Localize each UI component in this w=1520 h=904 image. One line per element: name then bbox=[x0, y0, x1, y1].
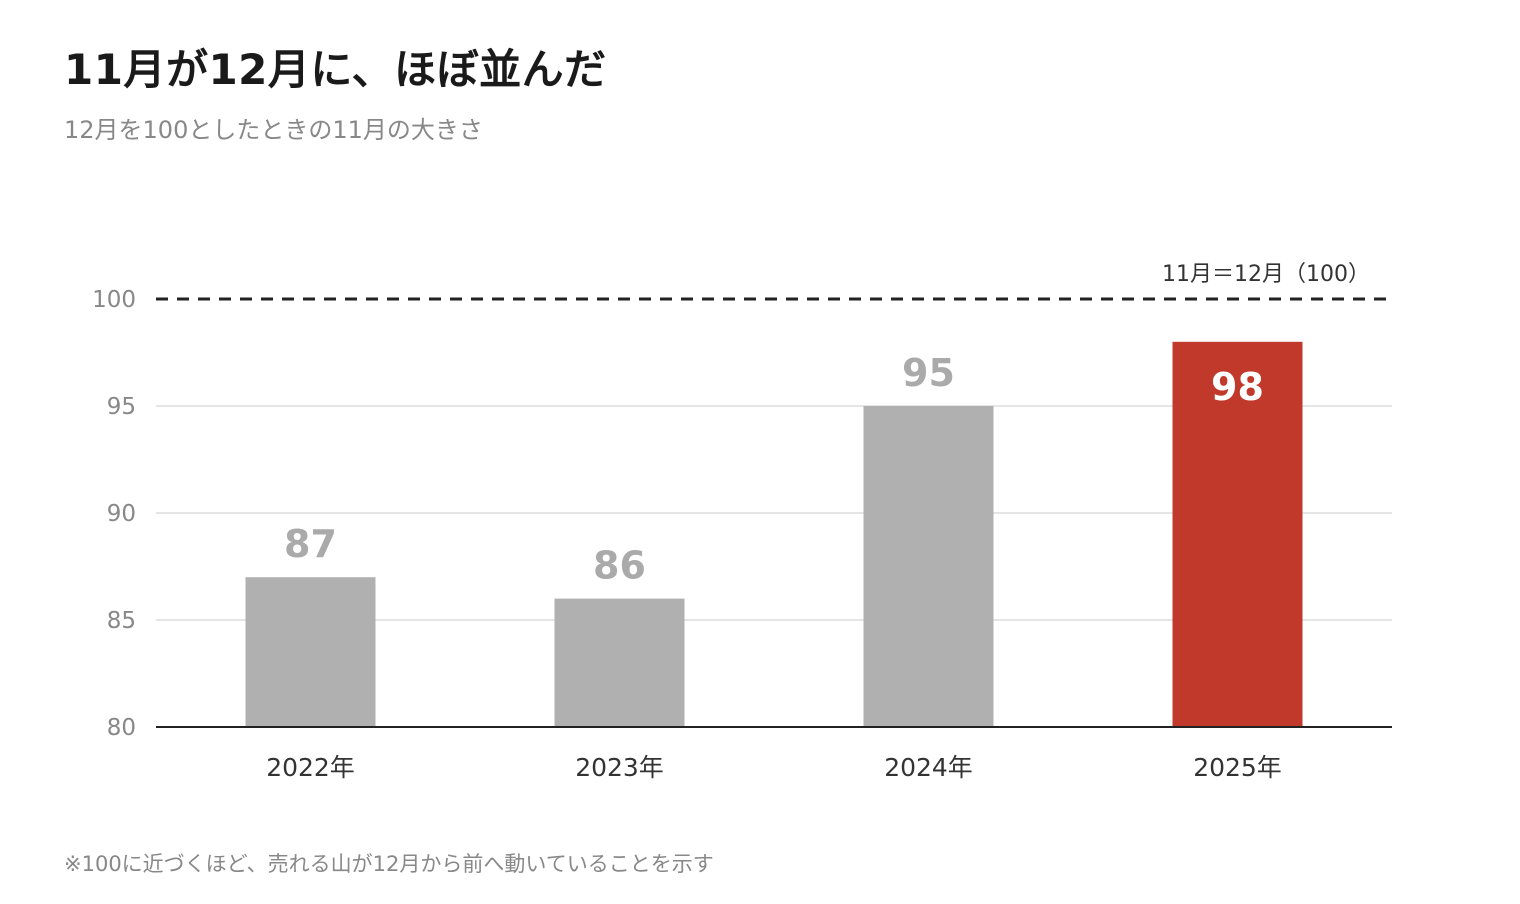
y-tick-label-90: 90 bbox=[107, 501, 136, 527]
chart-title: 11月が12月に、ほぼ並んだ bbox=[64, 45, 607, 94]
y-tick-label-100: 100 bbox=[92, 287, 136, 313]
value-label-1: 87 bbox=[284, 522, 337, 566]
bar-4 bbox=[1172, 341, 1303, 727]
y-tick-label-85: 85 bbox=[107, 608, 136, 634]
x-tick-label-2: 2023年 bbox=[575, 753, 664, 782]
reference-line-label: 11月＝12月（100） bbox=[1162, 262, 1370, 287]
value-label-2: 86 bbox=[593, 544, 646, 588]
x-tick-label-1: 2022年 bbox=[266, 753, 355, 782]
footnote: ※100に近づくほど、売れる山が12月から前へ動いていることを示す bbox=[64, 852, 714, 876]
x-tick-label-4: 2025年 bbox=[1193, 753, 1282, 782]
labels: 80 85 90 95 100 87 2022年 86 2023年 95 2024年 98 2025年 1… bbox=[92, 262, 1370, 782]
x-tick-label-3: 2024年 bbox=[884, 753, 973, 782]
value-label-4: 98 bbox=[1211, 365, 1264, 409]
bars bbox=[245, 341, 1303, 727]
bar-3 bbox=[863, 406, 994, 727]
y-tick-label-95: 95 bbox=[107, 394, 136, 420]
chart-subtitle: 12月を100としたときの11月の大きさ bbox=[64, 116, 483, 144]
bar-2 bbox=[554, 598, 685, 727]
axes bbox=[156, 297, 1392, 728]
y-tick-label-80: 80 bbox=[107, 715, 136, 741]
bar-1 bbox=[245, 577, 376, 727]
value-label-3: 95 bbox=[902, 351, 955, 395]
